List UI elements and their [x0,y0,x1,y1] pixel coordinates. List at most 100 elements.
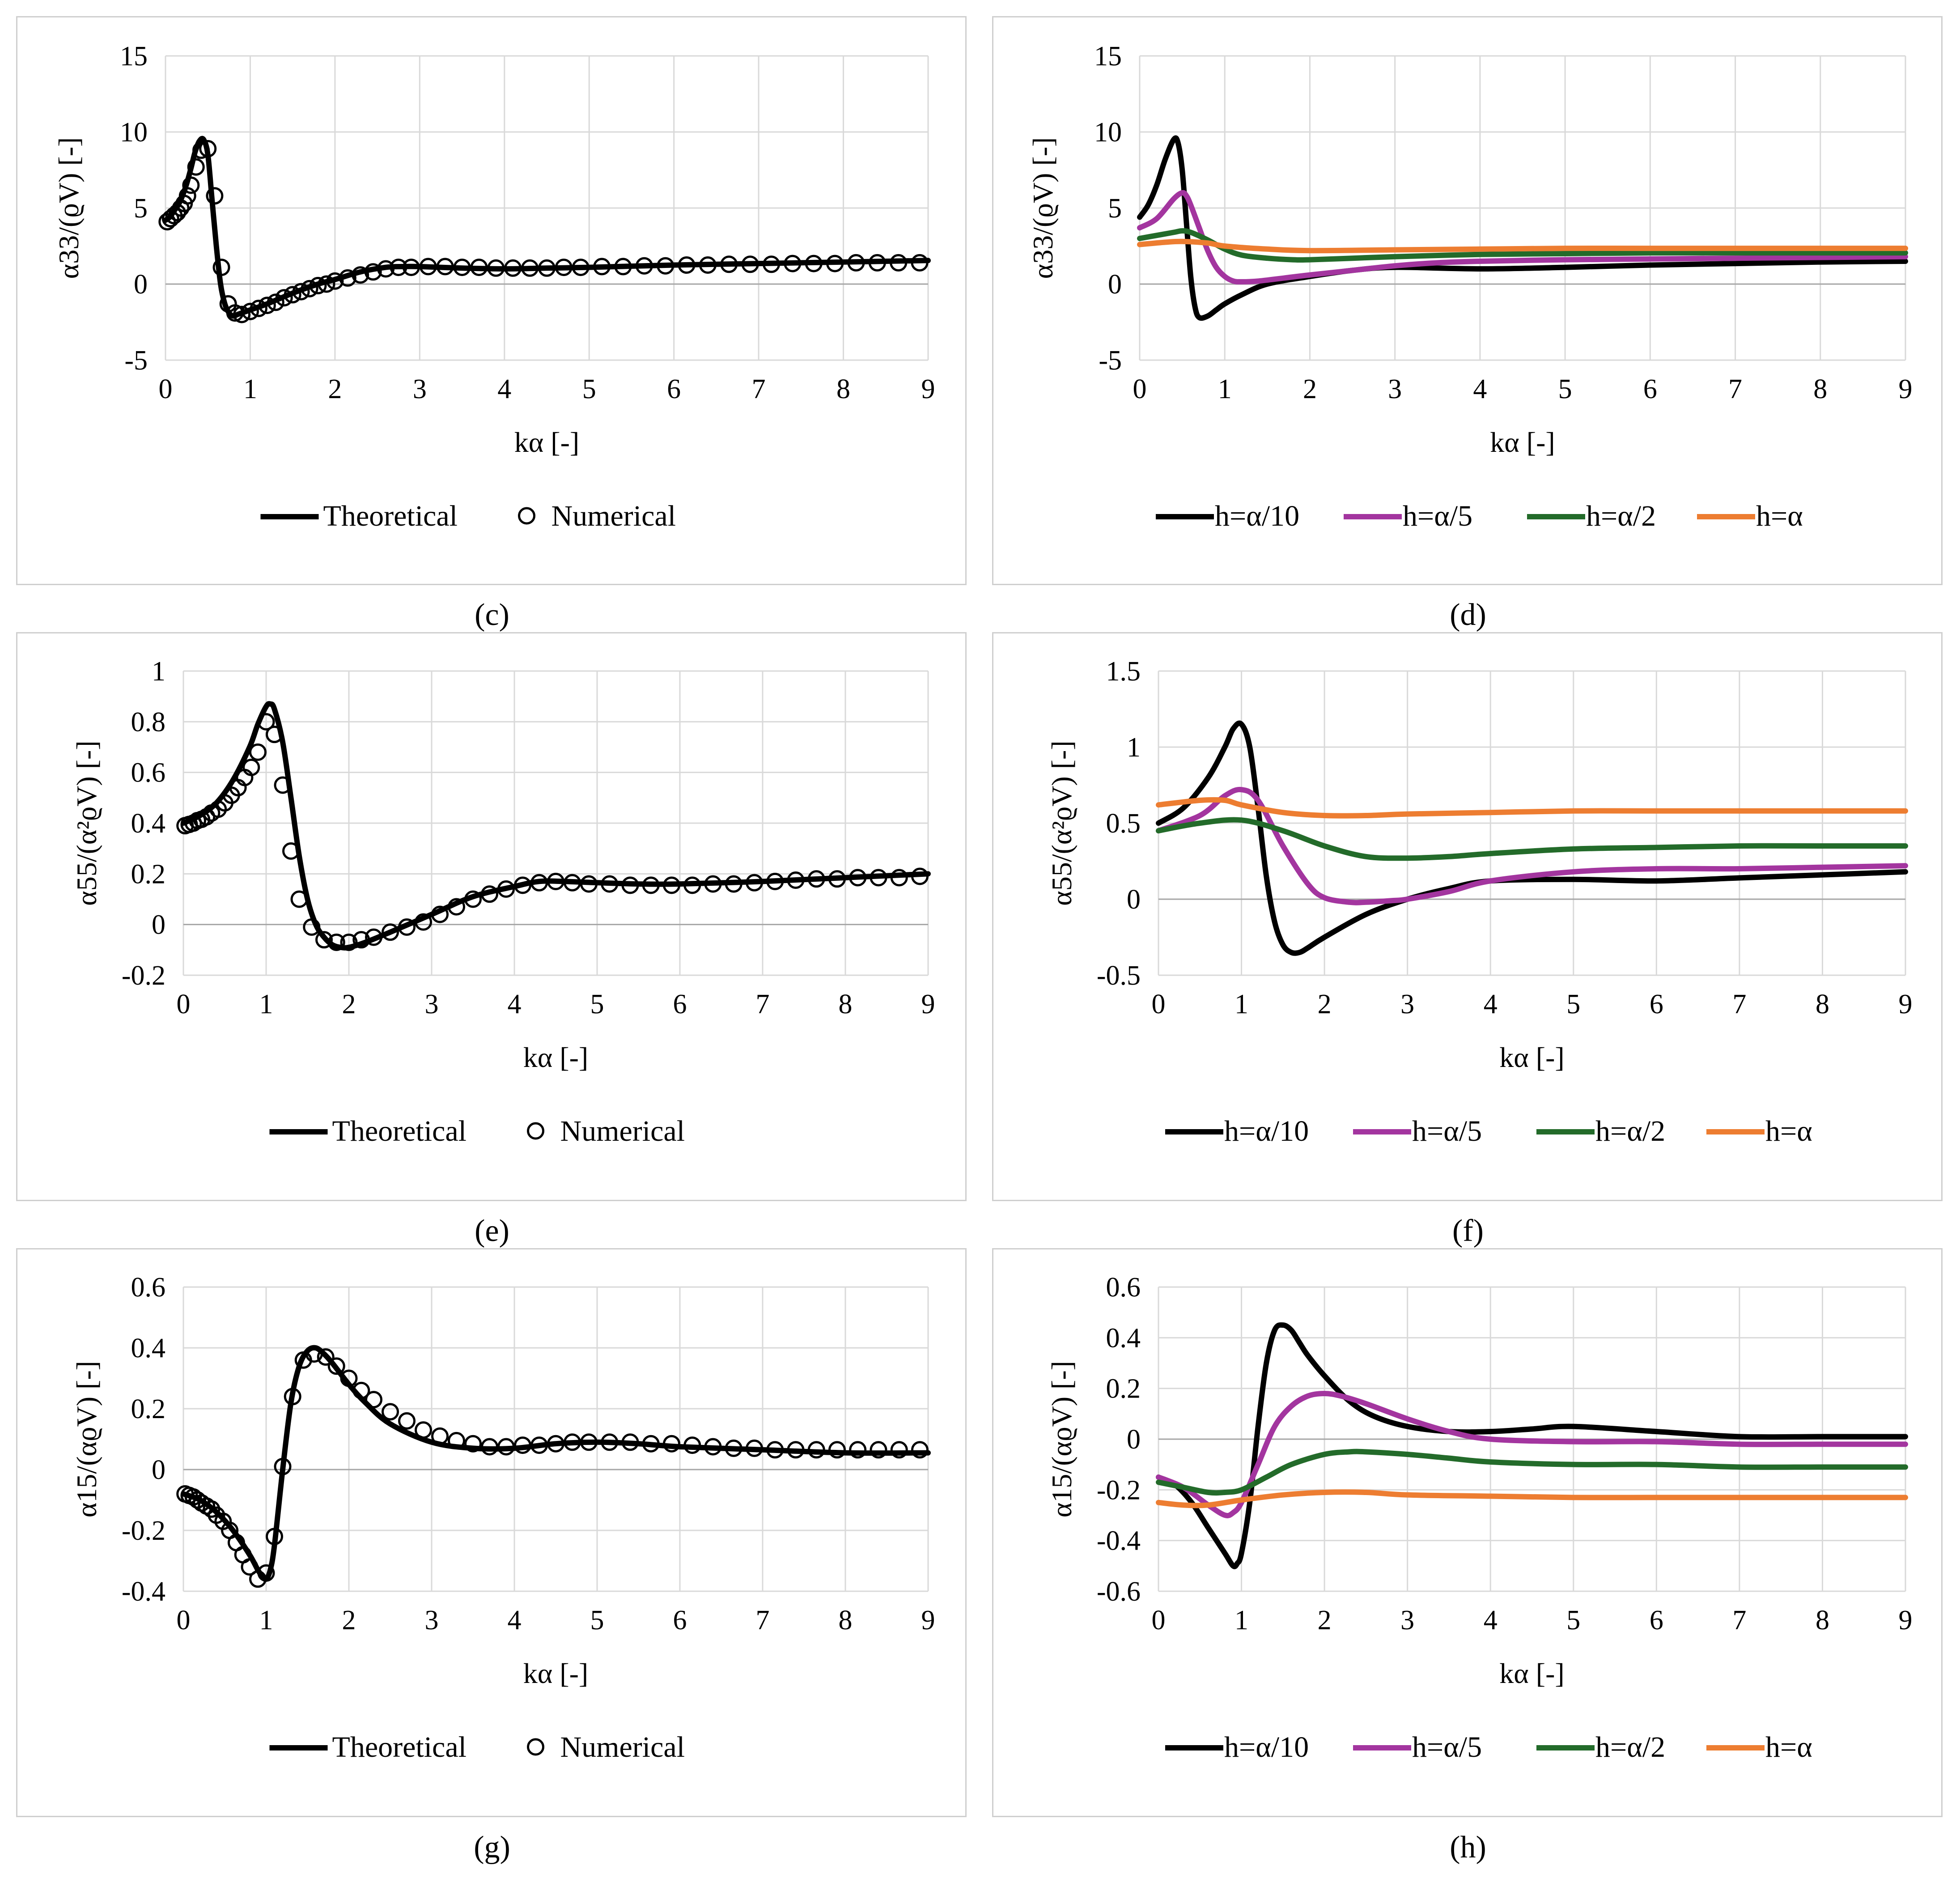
data-point [642,876,660,894]
x-tick-label: 7 [1728,374,1742,404]
data-point [720,255,738,273]
data-point [249,743,267,761]
x-tick-label: 7 [756,1605,770,1636]
series-line [1156,797,1908,819]
data-point [826,255,844,272]
data-point [890,1441,908,1459]
data-point [464,890,482,908]
legend-label: Numerical [552,500,676,532]
data-point [504,259,522,277]
data-point [274,1457,292,1475]
data-point [704,1438,722,1456]
x-tick-label: 5 [1566,1605,1580,1636]
data-point [683,876,701,894]
x-tick-label: 4 [497,374,511,404]
x-tick-label: 3 [1400,989,1414,1020]
x-tick-label: 3 [1400,1605,1414,1636]
chart-h: 0 1 2 3 4 5 6 7 8 9 -0.6 -0.4 -0.2 0 0.2 0.4 0.6 kα [-] α1… [1046,1272,1913,1763]
data-point [614,258,632,276]
series-h=α/10 [1156,720,1908,956]
data-point [481,1438,498,1456]
data-point [766,872,784,890]
data-point [290,890,308,908]
x-tick-label: 3 [1388,374,1402,404]
x-tick-label: 7 [756,989,770,1020]
data-point [309,276,327,294]
data-point [807,870,825,888]
legend-label: Theoretical [332,1731,467,1763]
x-tick-label: 7 [1732,989,1746,1020]
data-point [601,1433,619,1451]
series-h=α/5 [1156,786,1908,905]
series-line [1156,817,1908,861]
y-tick-label: 1 [1127,732,1141,763]
data-point [657,257,675,275]
data-point [257,713,275,731]
panel-d [992,16,1943,585]
y-axis-label: α55/(α²ϱV) [-] [1046,740,1078,905]
data-point [890,869,908,887]
series-line [1137,238,1908,254]
series-line [163,136,931,319]
data-point [275,289,293,307]
legend-label: h=α/5 [1403,500,1472,532]
y-tick-label: 0 [1108,269,1122,300]
data-point [849,1441,867,1459]
chart-f: 0 1 2 3 4 5 6 7 8 9 -0.5 0 0.5 1 1.5 kα [-] α55/(α²ϱV) [… [1046,656,1913,1147]
data-point [340,1369,358,1387]
caption-g: (g) [474,1830,510,1865]
data-point [547,872,564,890]
x-axis-label: kα [-] [523,1041,588,1073]
series-line [181,701,931,951]
y-axis-label: α15/(αϱV) [-] [71,1361,102,1517]
data-point [431,905,449,923]
data-point [572,259,590,276]
data-point [352,1381,370,1399]
data-point [530,1436,548,1454]
y-axis-label: α33/(ϱV) [-] [1027,137,1059,279]
data-point [870,1441,887,1459]
data-point [206,187,224,205]
data-point [868,254,886,272]
series-line [1137,228,1908,263]
data-point [704,875,722,893]
x-tick-label: 7 [752,374,766,404]
x-tick-label: 1 [243,374,257,404]
data-point [555,259,573,276]
caption-d: (d) [1450,598,1486,632]
y-tick-label: -0.4 [1097,1526,1141,1556]
series-h=α/2 [1156,1449,1908,1496]
y-tick-label: 15 [120,41,148,72]
x-tick-label: 4 [1473,374,1487,404]
y-tick-label: 1.5 [1106,656,1141,687]
legend-label: h=α/2 [1586,500,1656,532]
data-point [741,255,759,273]
x-tick-label: 1 [1235,989,1248,1020]
x-tick-label: 9 [1899,374,1913,404]
y-tick-label: 0.2 [131,1394,166,1424]
data-point [663,876,680,894]
x-tick-label: 0 [1152,989,1166,1020]
legend-label: Numerical [560,1731,685,1763]
data-point [266,726,283,744]
data-point [725,875,742,893]
data-point [192,141,210,159]
data-point [514,876,531,894]
legend-label: h=α/10 [1224,1731,1309,1763]
series-line [1137,190,1908,285]
legend-label: h=α/10 [1224,1115,1309,1147]
y-tick-label: 0 [1127,1424,1141,1455]
y-axis-label: α55/(α²ϱV) [-] [71,740,102,905]
chart-g: 0 1 2 3 4 5 6 7 8 9 -0.4 -0.2 0 0.2 0.4 0.6 kα [-] α15/(α… [71,1272,935,1763]
data-point [390,259,407,276]
data-point [564,874,581,892]
legend: Theoretical Numerical [269,1115,685,1147]
x-tick-label: 1 [259,989,273,1020]
series-line [1137,135,1908,321]
y-tick-label: 0 [134,269,148,300]
data-point [870,869,887,887]
y-tick-label: -5 [1099,345,1122,376]
y-tick-label: -0.2 [122,960,165,991]
data-point [431,1427,449,1445]
data-point [282,842,300,860]
